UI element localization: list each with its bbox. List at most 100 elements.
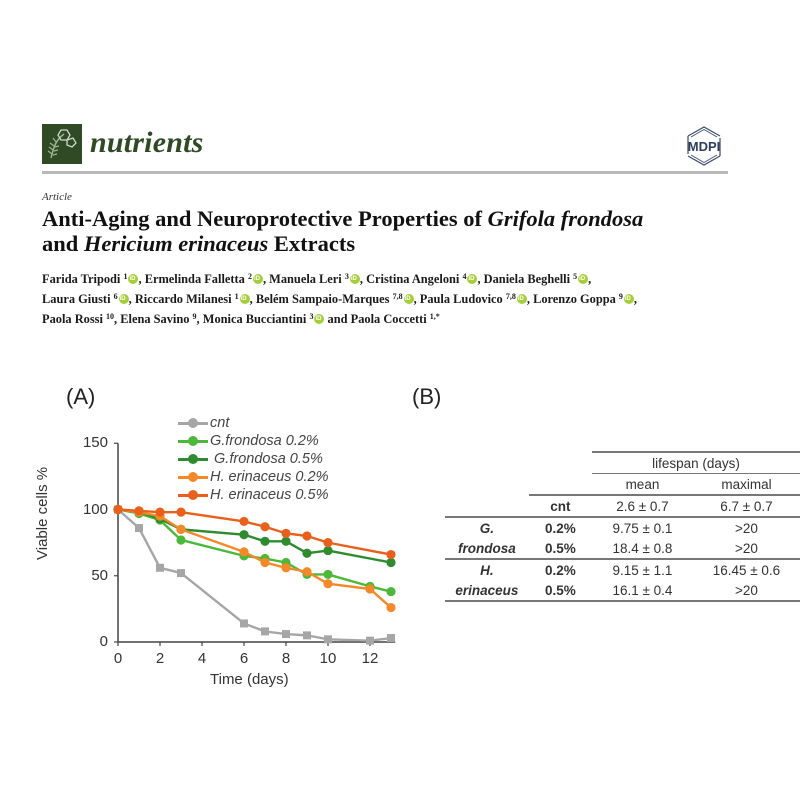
legend-marker-icon	[178, 490, 208, 500]
orcid-icon[interactable]	[252, 274, 263, 284]
table-row: G. 0.2% 9.75 ± 0.1 >20	[445, 517, 800, 538]
orcid-icon[interactable]	[118, 294, 129, 304]
data-point	[177, 569, 185, 578]
separator: ,	[196, 312, 203, 326]
author-name[interactable]: Laura Giusti	[42, 292, 114, 306]
legend-item: H. erinaceus 0.5%	[178, 486, 328, 504]
data-point	[176, 524, 186, 534]
cell-maximal: >20	[735, 520, 758, 536]
author-affiliation: 5	[573, 272, 578, 281]
cell-maximal: 6.7 ± 0.7	[692, 495, 800, 518]
data-point	[324, 635, 332, 644]
data-point	[176, 507, 186, 517]
journal-name: nutrients	[90, 126, 204, 159]
data-point	[239, 551, 249, 561]
orcid-icon[interactable]	[623, 294, 634, 304]
author-name[interactable]: Cristina Angeloni	[366, 272, 463, 286]
separator: ,	[262, 272, 270, 286]
data-point	[134, 508, 144, 519]
legend-marker-icon	[178, 472, 208, 482]
separator: ,	[477, 272, 484, 286]
author-name[interactable]: Riccardo Milanesi	[134, 292, 235, 306]
group-label: frondosa	[445, 538, 529, 560]
data-point	[260, 522, 270, 532]
author-name[interactable]: Paola Rossi	[42, 312, 107, 326]
data-point	[239, 516, 249, 527]
author-name[interactable]: Ermelinda Falletta	[144, 272, 248, 286]
data-point	[386, 587, 396, 597]
author-affiliation: 3	[344, 272, 349, 281]
separator: ,	[413, 292, 420, 306]
author-affiliation: 1	[123, 272, 128, 281]
lifespan-header: lifespan (days)	[591, 451, 800, 474]
data-point	[323, 569, 333, 580]
author-affiliation: 1,*	[429, 312, 440, 321]
separator: ,	[114, 312, 121, 326]
author-affiliation: 1	[234, 292, 239, 301]
orcid-icon[interactable]	[467, 274, 478, 284]
data-point	[281, 557, 291, 568]
series-1	[113, 504, 396, 597]
separator: ,	[128, 292, 135, 306]
author-affiliation: 7,8	[392, 292, 403, 301]
author-name[interactable]: Manuela Leri	[269, 272, 345, 286]
orcid-icon[interactable]	[516, 294, 527, 304]
group-label: G.	[479, 520, 494, 536]
series-4	[113, 504, 396, 560]
separator: ,	[526, 292, 534, 306]
panel-b-label: (B)	[412, 384, 442, 409]
x-tick-label: 12	[361, 650, 379, 667]
author-name[interactable]: Monica Bucciantini	[202, 312, 310, 326]
cell-maximal: >20	[692, 580, 800, 602]
author-affiliation: 3	[309, 312, 314, 321]
y-tick-label: 100	[82, 500, 108, 518]
data-point	[240, 619, 248, 628]
table-row: H. 0.2% 9.15 ± 1.1 16.45 ± 0.6	[445, 559, 800, 580]
lifespan-table: lifespan (days) mean maximal cnt 2.6 ± 0…	[445, 451, 800, 602]
orcid-icon[interactable]	[239, 294, 250, 304]
article-title: Anti-Aging and Neuroprotective Propertie…	[42, 206, 742, 256]
orcid-icon[interactable]	[128, 274, 139, 284]
x-tick-label: 4	[197, 650, 207, 667]
data-point	[386, 549, 396, 560]
author-name[interactable]: Daniela Beghelli	[483, 272, 574, 286]
series-2	[113, 504, 396, 568]
data-point	[303, 631, 311, 640]
row-label: 0.5%	[528, 580, 592, 602]
data-point	[386, 557, 396, 568]
series-3	[113, 504, 396, 613]
author-name[interactable]: Paola Coccetti	[350, 312, 430, 326]
x-tick-label: 2	[155, 650, 165, 667]
orcid-icon[interactable]	[578, 274, 589, 284]
data-point	[366, 636, 374, 645]
col-header-maximal: maximal	[692, 473, 800, 496]
data-point	[260, 553, 270, 564]
data-point	[323, 538, 333, 548]
data-point	[282, 630, 290, 639]
author-affiliation: 2	[247, 272, 252, 281]
author-affiliation: 6	[113, 292, 118, 301]
x-axis-label: Time (days)	[210, 671, 289, 688]
author-name[interactable]: Belém Sampaio-Marques	[255, 292, 393, 306]
mdpi-logo-icon: MDPI	[678, 122, 730, 170]
x-tick-label: 10	[319, 650, 337, 667]
data-point	[155, 515, 165, 525]
legend-marker-icon	[178, 454, 208, 464]
author-name[interactable]: Lorenzo Goppa	[533, 292, 619, 306]
data-point	[387, 634, 395, 643]
title-species-hericium: Hericium erinaceus	[83, 231, 269, 256]
author-name[interactable]: Elena Savino	[120, 312, 193, 326]
author-name[interactable]: Paula Ludovico	[419, 292, 506, 306]
author-name[interactable]: Farida Tripodi	[42, 272, 124, 286]
table-row: erinaceus 0.5% 16.1 ± 0.4 >20	[445, 580, 800, 602]
data-point	[365, 584, 375, 594]
y-tick-label: 0	[99, 633, 108, 650]
data-point	[302, 548, 312, 558]
title-text: Anti-Aging and Neuroprotective Propertie…	[42, 206, 488, 231]
data-point	[260, 536, 270, 546]
orcid-icon[interactable]	[403, 294, 414, 304]
x-tick-label: 8	[281, 650, 291, 667]
orcid-icon[interactable]	[349, 274, 360, 284]
orcid-icon[interactable]	[314, 314, 325, 324]
separator: ,	[633, 292, 637, 306]
